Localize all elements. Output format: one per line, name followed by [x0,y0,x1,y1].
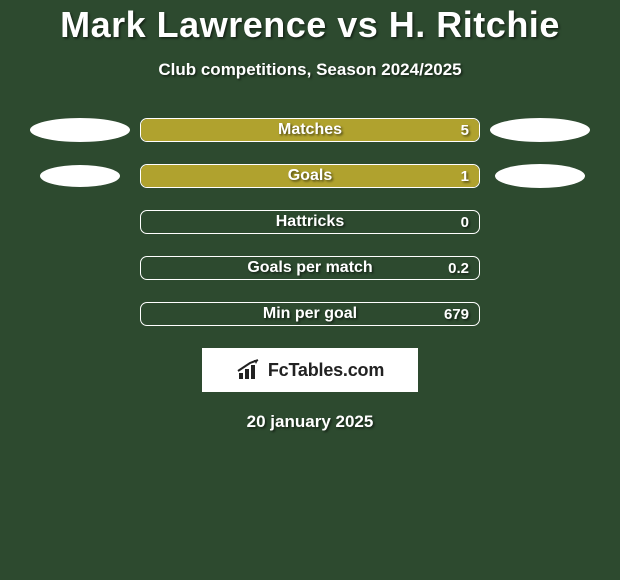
page-subtitle: Club competitions, Season 2024/2025 [0,60,620,80]
player-ellipse-slot [480,118,600,142]
stat-row: Matches5 [0,118,620,142]
stat-value: 0 [461,211,469,233]
stat-value: 5 [461,119,469,141]
stat-label: Min per goal [141,303,479,325]
stat-value: 0.2 [448,257,469,279]
player-ellipse [490,118,590,142]
player-ellipse-slot [480,164,600,188]
stat-value: 679 [444,303,469,325]
brand-text: FcTables.com [268,360,384,381]
stat-bar: Hattricks0 [140,210,480,234]
player-ellipse [495,164,585,188]
stat-label: Goals [141,165,479,187]
stat-bar: Matches5 [140,118,480,142]
comparison-infographic: Mark Lawrence vs H. Ritchie Club competi… [0,0,620,580]
player-ellipse-slot [20,118,140,142]
stat-bar: Min per goal679 [140,302,480,326]
page-title: Mark Lawrence vs H. Ritchie [0,4,620,46]
player-ellipse [40,165,120,187]
stats-rows: Matches5Goals1Hattricks0Goals per match0… [0,118,620,326]
stat-bar: Goals1 [140,164,480,188]
stat-bar: Goals per match0.2 [140,256,480,280]
stat-row: Min per goal679 [0,302,620,326]
stat-value: 1 [461,165,469,187]
stat-row: Hattricks0 [0,210,620,234]
player-ellipse [30,118,130,142]
stat-row: Goals1 [0,164,620,188]
snapshot-date: 20 january 2025 [0,412,620,432]
bar-chart-icon [236,359,262,381]
player-ellipse-slot [20,165,140,187]
stat-label: Goals per match [141,257,479,279]
stat-label: Hattricks [141,211,479,233]
brand-logo-box: FcTables.com [202,348,418,392]
stat-row: Goals per match0.2 [0,256,620,280]
stat-label: Matches [141,119,479,141]
